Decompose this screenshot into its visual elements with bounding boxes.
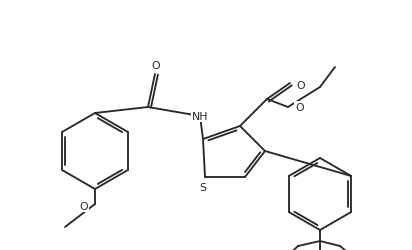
Text: O: O — [296, 81, 304, 91]
Text: NH: NH — [192, 112, 208, 122]
Text: O: O — [152, 61, 160, 71]
Text: S: S — [199, 182, 206, 192]
Text: O: O — [80, 201, 88, 211]
Text: O: O — [295, 102, 304, 113]
